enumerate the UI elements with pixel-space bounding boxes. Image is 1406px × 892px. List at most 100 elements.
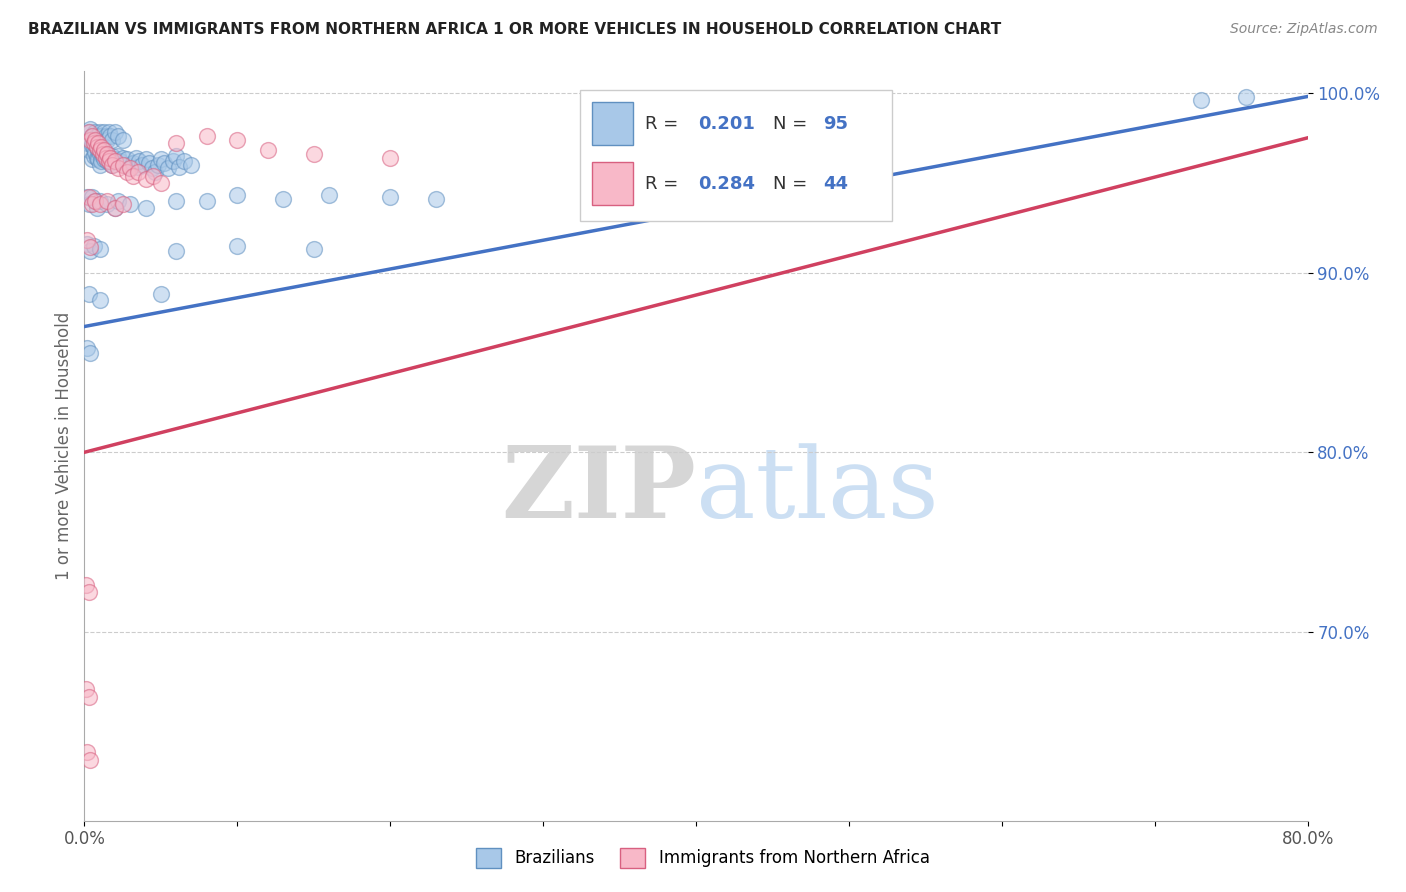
Point [77,144,100,158]
Point [76,190,98,204]
Point [89,293,111,307]
Point [257,144,280,158]
Point [108,154,131,169]
Point [87,144,110,158]
Point [111,158,134,172]
Point [89,197,111,211]
Point [180,158,202,172]
Point [80,197,103,211]
Point [104,201,127,215]
Point [83,149,105,163]
Point [76,745,98,759]
Point [98,151,121,165]
Point [77,125,100,139]
Point [93,144,115,158]
Point [120,161,142,176]
Point [149,153,172,167]
Point [97,151,120,165]
Point [91,133,114,147]
Point [87,136,110,151]
Point [107,194,129,208]
Point [114,158,136,172]
Point [115,165,138,179]
Point [138,156,160,170]
Point [104,153,127,167]
Point [165,149,187,163]
Point [153,156,176,170]
Point [79,131,101,145]
Point [120,161,142,176]
Point [77,287,100,301]
Point [89,144,111,158]
Point [91,147,114,161]
Point [84,136,107,151]
Point [111,151,134,165]
Text: Source: ZipAtlas.com: Source: ZipAtlas.com [1230,22,1378,37]
Point [107,129,129,144]
Text: BRAZILIAN VS IMMIGRANTS FROM NORTHERN AFRICA 1 OR MORE VEHICLES IN HOUSEHOLD COR: BRAZILIAN VS IMMIGRANTS FROM NORTHERN AF… [28,22,1001,37]
Point [86,140,108,154]
Point [195,129,218,144]
Point [86,151,108,165]
Point [302,147,325,161]
Point [149,176,172,190]
Text: ZIP: ZIP [501,442,696,540]
Point [84,133,107,147]
Point [97,125,120,139]
Point [90,154,112,169]
Point [98,129,121,144]
Point [101,158,124,172]
Point [425,192,447,206]
Point [80,153,103,167]
Point [76,233,98,247]
Point [89,158,111,172]
Point [86,140,108,154]
Point [111,197,134,211]
Point [125,151,148,165]
Point [75,578,97,592]
Point [91,149,114,163]
Point [318,188,340,202]
Point [135,201,157,215]
Point [90,145,112,160]
Point [122,156,145,170]
Point [94,151,117,165]
Point [157,161,180,176]
Point [226,133,249,147]
Point [83,136,105,151]
Point [94,129,117,144]
Point [76,236,98,251]
Point [80,138,103,153]
Point [96,154,118,169]
Point [143,165,166,179]
Point [89,147,111,161]
Point [80,190,103,204]
Point [142,169,165,183]
Point [128,154,150,169]
Point [79,346,101,360]
Point [89,125,111,139]
Point [146,158,169,172]
Point [93,153,115,167]
Point [101,133,124,147]
Point [90,129,112,144]
Point [83,133,105,147]
Point [165,244,187,258]
Point [77,197,100,211]
Point [380,151,402,165]
Point [96,197,118,211]
Point [226,238,249,252]
Point [77,690,100,704]
Point [173,154,195,169]
Point [127,165,149,179]
Point [135,153,157,167]
Point [226,188,249,202]
Point [89,242,111,256]
Point [84,194,107,208]
Point [77,190,100,204]
Point [77,125,100,139]
Point [96,147,118,161]
Point [84,125,107,139]
Point [76,136,98,151]
Point [271,192,294,206]
